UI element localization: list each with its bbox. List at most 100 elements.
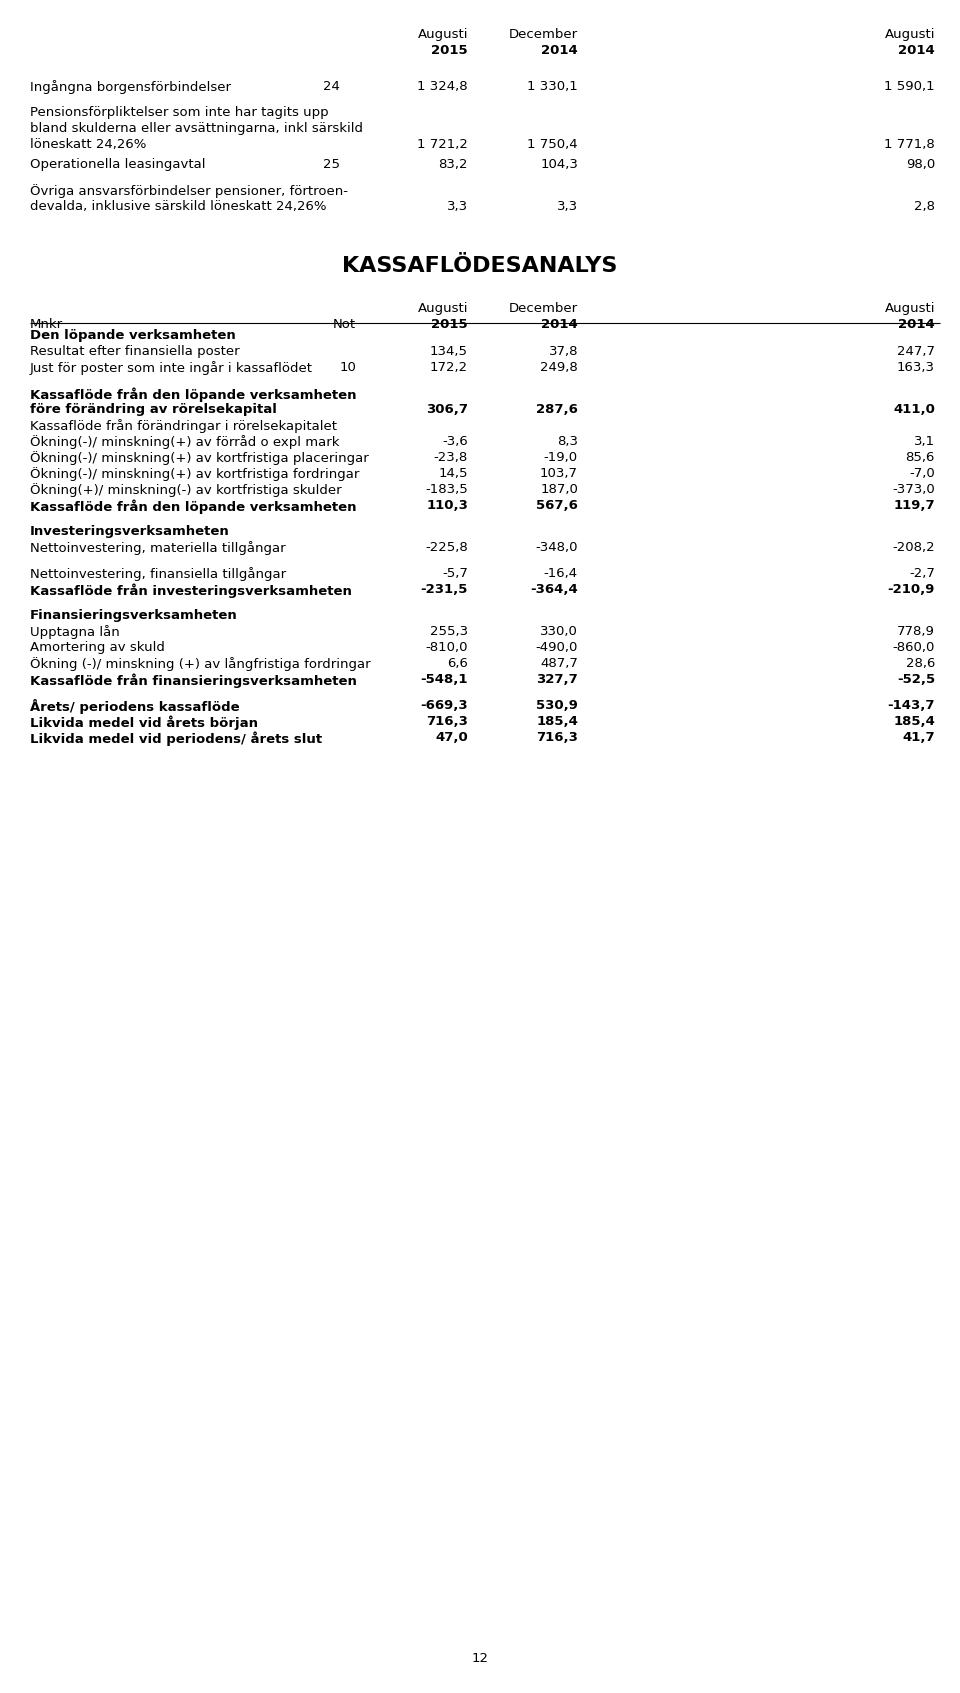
Text: Ökning(-)/ minskning(+) av förråd o expl mark: Ökning(-)/ minskning(+) av förråd o expl… <box>30 435 340 449</box>
Text: Likvida medel vid periodens/ årets slut: Likvida medel vid periodens/ årets slut <box>30 731 323 745</box>
Text: 110,3: 110,3 <box>426 499 468 511</box>
Text: December: December <box>509 29 578 41</box>
Text: 306,7: 306,7 <box>426 403 468 416</box>
Text: 104,3: 104,3 <box>540 157 578 171</box>
Text: 185,4: 185,4 <box>536 714 578 728</box>
Text: 10: 10 <box>339 361 356 374</box>
Text: Den löpande verksamheten: Den löpande verksamheten <box>30 328 236 342</box>
Text: Årets/ periodens kassaflöde: Årets/ periodens kassaflöde <box>30 699 240 714</box>
Text: Augusti: Augusti <box>418 301 468 315</box>
Text: Augusti: Augusti <box>884 301 935 315</box>
Text: Not: Not <box>333 318 356 332</box>
Text: 1 330,1: 1 330,1 <box>527 80 578 93</box>
Text: 98,0: 98,0 <box>905 157 935 171</box>
Text: Augusti: Augusti <box>884 29 935 41</box>
Text: Kassaflöde från förändringar i rörelsekapitalet: Kassaflöde från förändringar i rörelseka… <box>30 418 337 433</box>
Text: 487,7: 487,7 <box>540 657 578 670</box>
Text: 41,7: 41,7 <box>902 731 935 743</box>
Text: -183,5: -183,5 <box>425 483 468 496</box>
Text: -7,0: -7,0 <box>909 467 935 481</box>
Text: Pensionsförpliktelser som inte har tagits upp: Pensionsförpliktelser som inte har tagit… <box>30 107 328 119</box>
Text: -23,8: -23,8 <box>434 450 468 464</box>
Text: -669,3: -669,3 <box>420 699 468 713</box>
Text: 3,3: 3,3 <box>557 200 578 213</box>
Text: 24: 24 <box>324 80 340 93</box>
Text: -210,9: -210,9 <box>888 582 935 596</box>
Text: Kassaflöde från finansieringsverksamheten: Kassaflöde från finansieringsverksamhete… <box>30 674 357 687</box>
Text: -19,0: -19,0 <box>544 450 578 464</box>
Text: 716,3: 716,3 <box>536 731 578 743</box>
Text: -373,0: -373,0 <box>892 483 935 496</box>
Text: 163,3: 163,3 <box>897 361 935 374</box>
Text: 411,0: 411,0 <box>893 403 935 416</box>
Text: Kassaflöde från investeringsverksamheten: Kassaflöde från investeringsverksamheten <box>30 582 352 598</box>
Text: KASSAFLÖDESANALYS: KASSAFLÖDESANALYS <box>343 256 617 276</box>
Text: Augusti: Augusti <box>418 29 468 41</box>
Text: 6,6: 6,6 <box>447 657 468 670</box>
Text: 1 721,2: 1 721,2 <box>418 139 468 151</box>
Text: -364,4: -364,4 <box>530 582 578 596</box>
Text: 83,2: 83,2 <box>439 157 468 171</box>
Text: Investeringsverksamheten: Investeringsverksamheten <box>30 525 229 538</box>
Text: 2014: 2014 <box>541 318 578 332</box>
Text: 1 750,4: 1 750,4 <box>527 139 578 151</box>
Text: -810,0: -810,0 <box>425 642 468 653</box>
Text: Ökning(+)/ minskning(-) av kortfristiga skulder: Ökning(+)/ minskning(-) av kortfristiga … <box>30 483 342 498</box>
Text: Nettoinvestering, materiella tillgångar: Nettoinvestering, materiella tillgångar <box>30 542 286 555</box>
Text: 47,0: 47,0 <box>435 731 468 743</box>
Text: -231,5: -231,5 <box>420 582 468 596</box>
Text: -52,5: -52,5 <box>897 674 935 686</box>
Text: Kassaflöde från den löpande verksamheten: Kassaflöde från den löpande verksamheten <box>30 499 356 513</box>
Text: 327,7: 327,7 <box>537 674 578 686</box>
Text: 2014: 2014 <box>899 318 935 332</box>
Text: -490,0: -490,0 <box>536 642 578 653</box>
Text: löneskatt 24,26%: löneskatt 24,26% <box>30 139 146 151</box>
Text: 3,1: 3,1 <box>914 435 935 449</box>
Text: -16,4: -16,4 <box>544 567 578 581</box>
Text: 2014: 2014 <box>541 44 578 58</box>
Text: 85,6: 85,6 <box>905 450 935 464</box>
Text: 37,8: 37,8 <box>548 345 578 357</box>
Text: Mnkr: Mnkr <box>30 318 63 332</box>
Text: 778,9: 778,9 <box>898 625 935 638</box>
Text: 2015: 2015 <box>431 318 468 332</box>
Text: 8,3: 8,3 <box>557 435 578 449</box>
Text: före förändring av rörelsekapital: före förändring av rörelsekapital <box>30 403 276 416</box>
Text: Amortering av skuld: Amortering av skuld <box>30 642 165 653</box>
Text: 134,5: 134,5 <box>430 345 468 357</box>
Text: 2014: 2014 <box>899 44 935 58</box>
Text: 119,7: 119,7 <box>894 499 935 511</box>
Text: 1 590,1: 1 590,1 <box>884 80 935 93</box>
Text: -860,0: -860,0 <box>893 642 935 653</box>
Text: 530,9: 530,9 <box>536 699 578 713</box>
Text: December: December <box>509 301 578 315</box>
Text: 28,6: 28,6 <box>905 657 935 670</box>
Text: 1 324,8: 1 324,8 <box>418 80 468 93</box>
Text: Nettoinvestering, finansiella tillgångar: Nettoinvestering, finansiella tillgångar <box>30 567 286 581</box>
Text: 14,5: 14,5 <box>439 467 468 481</box>
Text: 330,0: 330,0 <box>540 625 578 638</box>
Text: -548,1: -548,1 <box>420 674 468 686</box>
Text: -3,6: -3,6 <box>443 435 468 449</box>
Text: devalda, inklusive särskild löneskatt 24,26%: devalda, inklusive särskild löneskatt 24… <box>30 200 326 213</box>
Text: -143,7: -143,7 <box>887 699 935 713</box>
Text: 255,3: 255,3 <box>430 625 468 638</box>
Text: Likvida medel vid årets början: Likvida medel vid årets början <box>30 714 258 730</box>
Text: 12: 12 <box>471 1652 489 1664</box>
Text: 247,7: 247,7 <box>897 345 935 357</box>
Text: 172,2: 172,2 <box>430 361 468 374</box>
Text: 287,6: 287,6 <box>536 403 578 416</box>
Text: -5,7: -5,7 <box>443 567 468 581</box>
Text: -348,0: -348,0 <box>536 542 578 554</box>
Text: Resultat efter finansiella poster: Resultat efter finansiella poster <box>30 345 240 357</box>
Text: Finansieringsverksamheten: Finansieringsverksamheten <box>30 609 238 621</box>
Text: Ökning (-)/ minskning (+) av långfristiga fordringar: Ökning (-)/ minskning (+) av långfristig… <box>30 657 371 670</box>
Text: -225,8: -225,8 <box>425 542 468 554</box>
Text: 1 771,8: 1 771,8 <box>884 139 935 151</box>
Text: -2,7: -2,7 <box>909 567 935 581</box>
Text: 3,3: 3,3 <box>446 200 468 213</box>
Text: 185,4: 185,4 <box>893 714 935 728</box>
Text: -208,2: -208,2 <box>893 542 935 554</box>
Text: 249,8: 249,8 <box>540 361 578 374</box>
Text: 103,7: 103,7 <box>540 467 578 481</box>
